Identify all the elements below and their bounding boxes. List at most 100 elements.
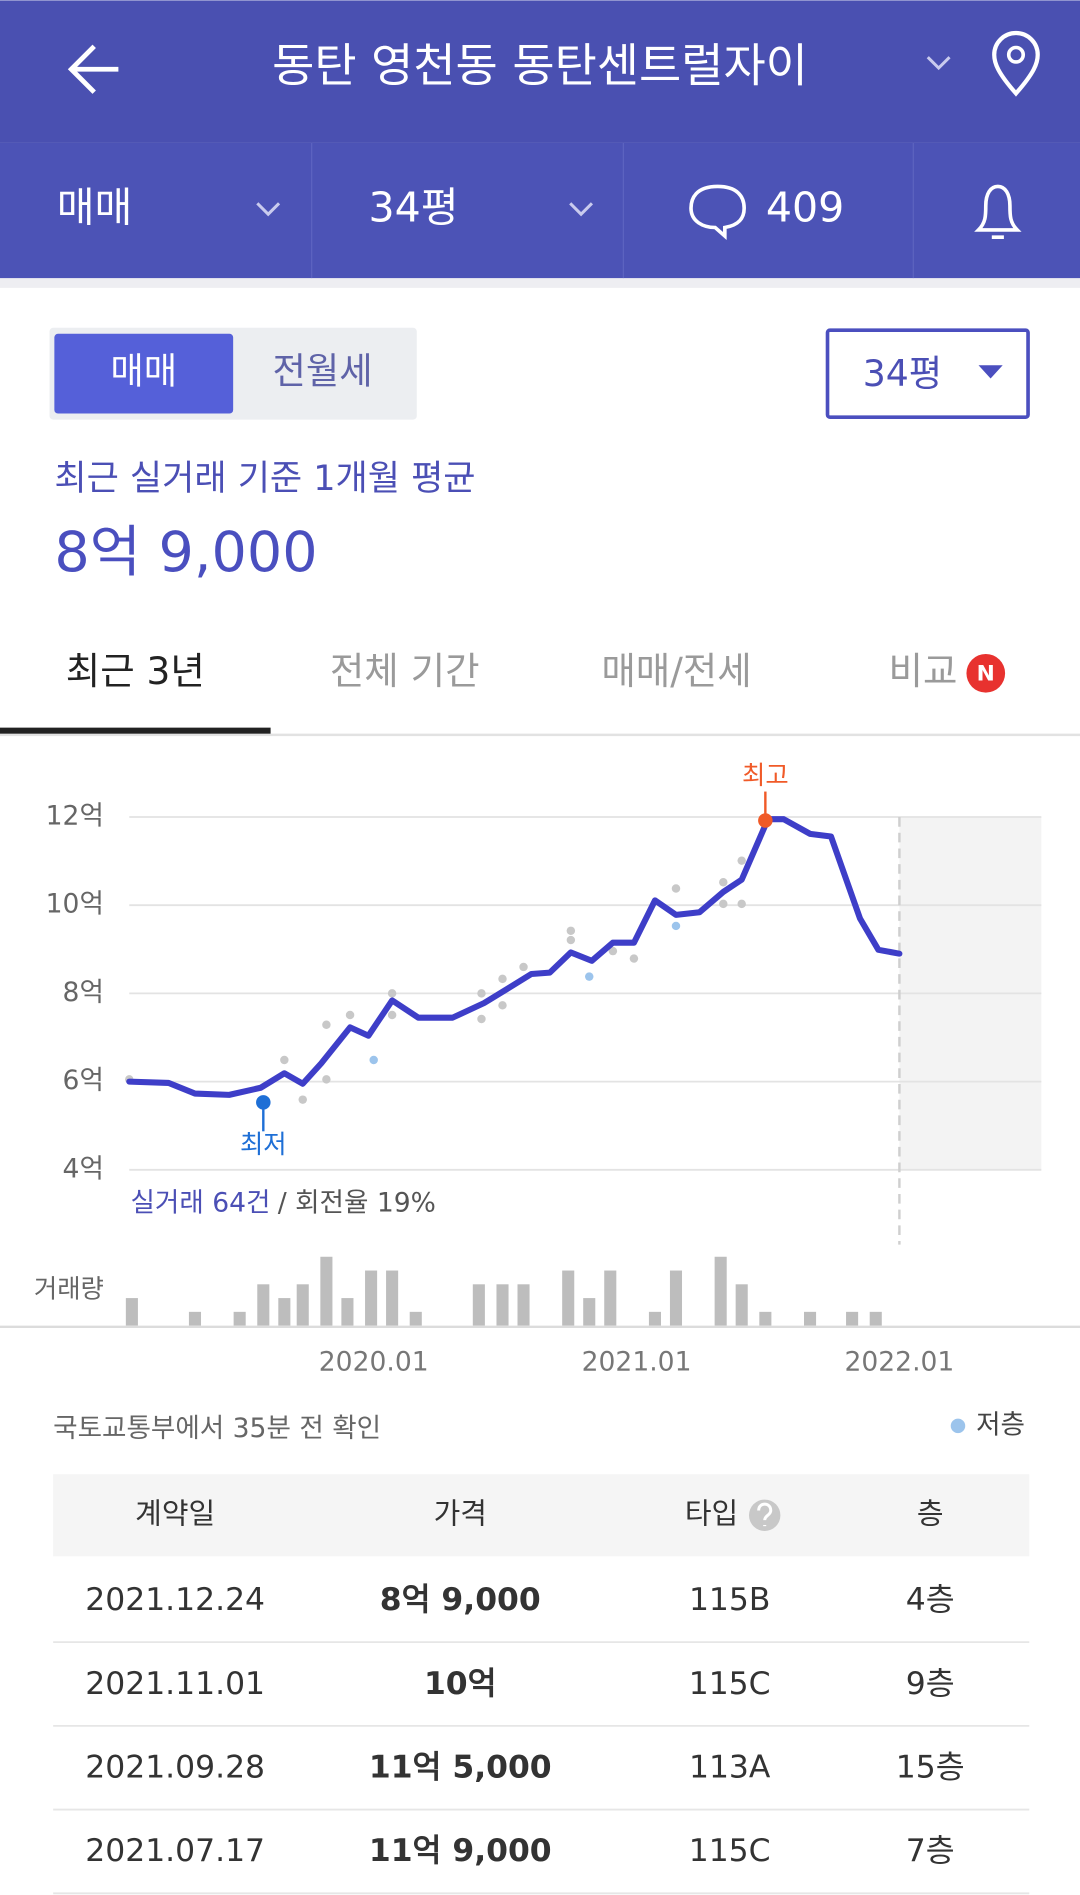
volume-bar (386, 1270, 399, 1326)
volume-bar (562, 1270, 575, 1326)
trade-dot (566, 926, 576, 936)
trade-dot (737, 856, 746, 865)
volume-bar (583, 1298, 596, 1326)
y-tick-label: 12억 (46, 801, 104, 832)
high-label: 최고 (742, 760, 789, 790)
table-cell: 2021.11.01 (85, 1666, 265, 1702)
tab[interactable]: 비교 (889, 649, 958, 693)
volume-label: 거래량 (34, 1274, 104, 1304)
comment-icon[interactable] (689, 184, 746, 240)
select-arrow (978, 365, 1003, 379)
price-chart: 4억 6억 8억 10억 12억 2020.01 2021.01 2022.01 최고최저실거래… (0, 760, 1080, 1378)
volume-bar (714, 1256, 727, 1326)
y-tick-label: 8억 (63, 977, 104, 1008)
toggle-option[interactable]: 매매 (110, 350, 177, 393)
trade-dot (298, 1095, 307, 1104)
x-tick-label: 2021.01 (582, 1347, 692, 1378)
trade-dot (387, 989, 397, 998)
new-badge-text: N (977, 661, 995, 686)
volume-bar (846, 1311, 859, 1326)
table-cell: 115C (689, 1666, 771, 1702)
volume-bar (648, 1311, 661, 1326)
title-dropdown[interactable] (926, 56, 951, 71)
table-cell: 11억 9,000 (369, 1833, 552, 1869)
toggle-active[interactable] (54, 333, 234, 414)
chevron (256, 202, 281, 217)
x-tick-label: 2020.01 (319, 1347, 429, 1378)
tab[interactable]: 전체 기간 (330, 649, 480, 693)
help-mark (757, 1502, 773, 1527)
volume-bar (341, 1298, 354, 1326)
size-select-label: 34평 (863, 352, 942, 395)
volume-bar (472, 1284, 485, 1326)
trade-dot (498, 1001, 507, 1010)
volume-bar (125, 1298, 138, 1326)
new-badge (966, 653, 1006, 693)
column-header: 가격 (434, 1496, 487, 1530)
table-cell: 9층 (906, 1666, 955, 1702)
volume-bar (188, 1311, 202, 1326)
trade-dot (719, 878, 728, 887)
chevron (569, 202, 594, 217)
low-floor-dot (585, 972, 594, 981)
y-tick-label: 4억 (63, 1153, 104, 1184)
bell-icon[interactable] (974, 184, 1022, 239)
volume-bar (604, 1270, 617, 1326)
trade-dot (671, 884, 681, 893)
table-cell: 2021.07.17 (85, 1833, 265, 1869)
price-line (126, 816, 903, 1098)
legend-label: 저층 (976, 1409, 1025, 1440)
table-cell: 7층 (906, 1833, 955, 1869)
trade-dot (387, 1010, 397, 1020)
table-cell: 4층 (906, 1582, 955, 1618)
back-button[interactable] (67, 44, 119, 94)
location-icon[interactable] (992, 30, 1040, 97)
volume-bar (869, 1311, 882, 1326)
location-icon-dot (1006, 45, 1026, 64)
comment-count[interactable]: 409 (766, 184, 844, 232)
trade-dot (719, 899, 728, 909)
trade-dot (345, 1010, 355, 1020)
deal-filter[interactable]: 매매 (57, 184, 133, 232)
size-filter[interactable]: 34평 (368, 184, 458, 232)
toggle-option[interactable]: 전월세 (273, 350, 373, 393)
volume-bar (735, 1284, 748, 1326)
trade-summary: 실거래 64건 / 회전율 19% (130, 1187, 435, 1218)
table-cell: 113A (689, 1749, 771, 1785)
volume-bar (320, 1256, 333, 1326)
legend-swatch (950, 1418, 966, 1434)
table-cell: 115B (689, 1582, 770, 1618)
low-floor-dot (671, 921, 681, 931)
turnover-rate: / 회전율 19% (278, 1187, 436, 1218)
table-cell: 11억 5,000 (369, 1749, 552, 1785)
volume-bar (496, 1284, 509, 1326)
help-icon[interactable] (748, 1499, 781, 1531)
volume-bar (803, 1311, 817, 1326)
price-caption: 최근 실거래 기준 1개월 평균 (54, 458, 475, 499)
low-marker (256, 1095, 271, 1110)
volume-bar (296, 1284, 309, 1326)
trade-dot (498, 974, 507, 984)
size-select[interactable] (825, 328, 1030, 419)
table-cell: 2021.09.28 (85, 1749, 265, 1785)
trade-dot (629, 954, 639, 963)
y-tick-label: 10억 (46, 889, 104, 920)
x-tick-label: 2022.01 (844, 1347, 954, 1378)
table-cell: 10억 (424, 1666, 497, 1702)
tab[interactable]: 최근 3년 (66, 649, 205, 693)
column-header: 타입 (685, 1496, 738, 1530)
trade-dot (737, 899, 746, 909)
trade-dot (322, 1020, 331, 1029)
trade-dot (566, 935, 576, 945)
trade-dot (322, 1075, 331, 1084)
tab[interactable]: 매매/전세 (601, 649, 751, 693)
volume-bar (257, 1284, 270, 1326)
volume-bar (409, 1311, 422, 1326)
average-price: 8억 9,000 (54, 520, 317, 585)
filter-bar (0, 142, 1080, 279)
trade-dot (608, 946, 618, 956)
trade-count: 실거래 64건 (130, 1187, 270, 1218)
trade-dot (280, 1055, 289, 1065)
